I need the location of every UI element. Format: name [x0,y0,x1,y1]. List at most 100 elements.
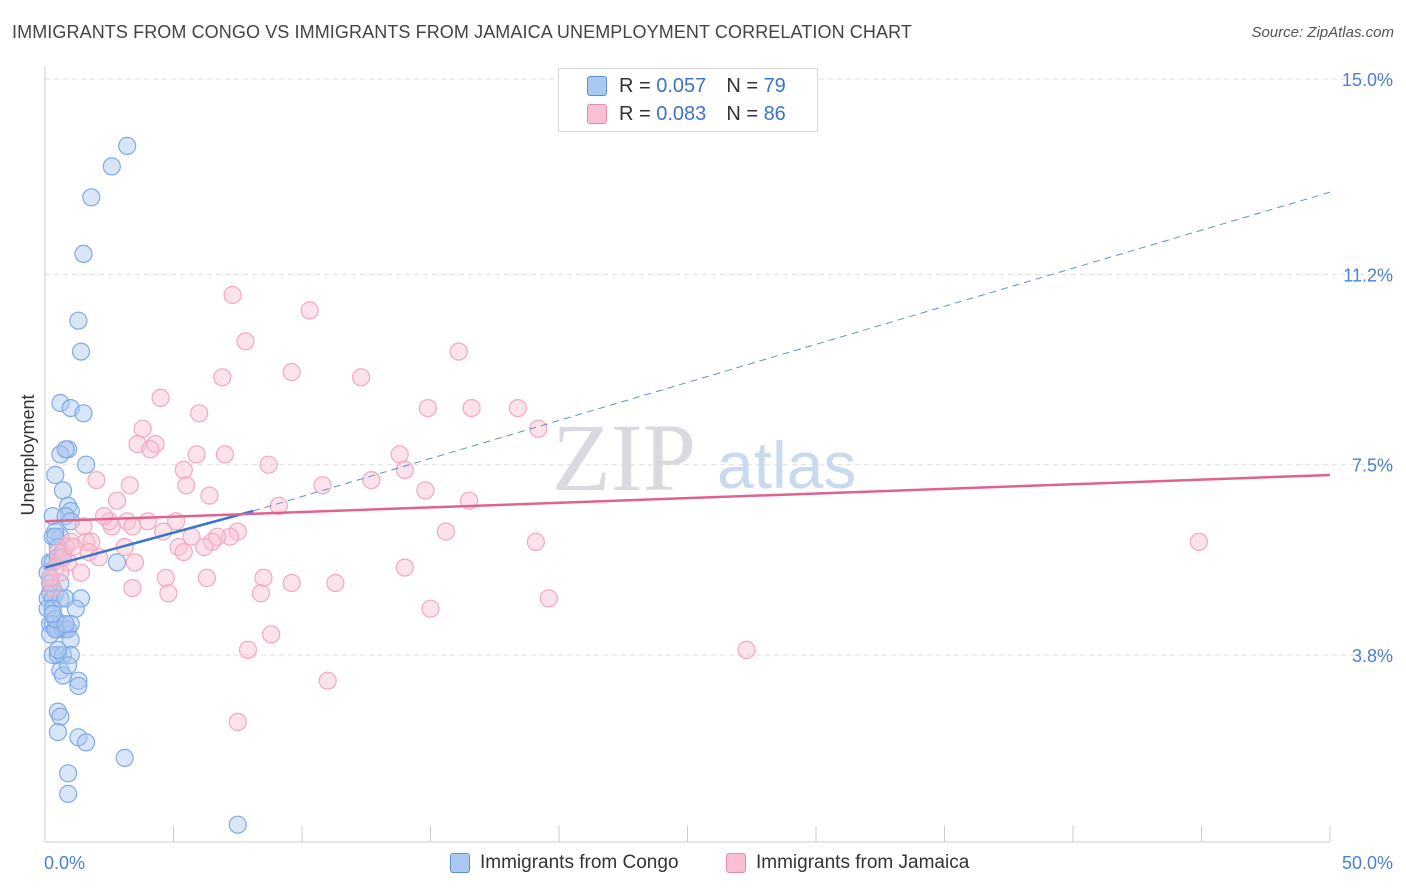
point-jamaica [141,440,160,459]
y-tick-label: 7.5% [1352,456,1393,476]
y-axis-label: Unemployment [18,394,38,515]
point-jamaica [1189,532,1209,552]
point-jamaica [40,568,60,588]
point-congo [43,589,62,608]
point-congo [48,640,68,660]
point-jamaica [508,399,528,418]
point-jamaica [169,537,188,557]
point-jamaica [313,476,332,495]
point-jamaica [156,568,175,588]
legend-swatch-congo [587,76,607,96]
point-jamaica [71,563,91,582]
point-congo [74,404,93,423]
y-tick-label: 11.2% [1343,265,1393,285]
point-congo [53,666,73,685]
tick-labels: 3.8% 7.5% 11.2% 15.0% 0.0% 50.0% [44,70,1393,873]
point-jamaica [220,527,240,546]
point-jamaica [418,399,437,418]
point-congo [53,481,73,500]
correlation-legend: R = 0.057 N = 79 R = 0.083 N = 86 [558,68,818,132]
point-congo [51,393,70,413]
legend-swatch-jamaica [587,104,607,124]
legend-n-label: N = [726,74,758,97]
point-jamaica [200,486,219,505]
legend-n-value-congo: 79 [763,74,786,97]
point-congo [58,784,78,804]
point-jamaica [146,435,165,454]
point-congo [118,136,137,155]
series-label-congo: Immigrants from Congo [480,852,679,873]
point-congo [48,702,68,721]
point-jamaica [174,542,193,562]
point-jamaica [213,368,232,387]
point-jamaica [107,491,127,510]
legend-r-label: R = [619,102,651,125]
point-jamaica [462,399,481,418]
point-congo [43,599,62,618]
point-jamaica [436,522,455,541]
point-jamaica [737,640,756,660]
point-congo [228,815,247,834]
point-congo [56,440,75,459]
point-jamaica [395,558,414,577]
point-congo [51,589,70,608]
point-jamaica [100,512,119,531]
point-congo [46,609,65,629]
point-jamaica [318,671,337,690]
point-congo [46,620,65,639]
point-congo [58,764,78,783]
point-congo [71,589,91,608]
point-jamaica [195,537,214,557]
legend-row-jamaica: R = 0.083 N = 86 [587,102,786,126]
point-jamaica [215,445,234,464]
point-congo [76,455,96,474]
point-jamaica [236,332,255,351]
legend-r-value-jamaica: 0.083 [656,102,707,125]
point-jamaica [159,584,178,603]
trend-lines [44,191,1331,569]
x-tick-label-min: 0.0% [44,853,85,873]
point-jamaica [539,589,558,608]
point-jamaica [228,712,247,732]
point-jamaica [74,517,93,536]
legend-r-label: R = [619,74,651,97]
point-congo [46,522,65,541]
point-jamaica [125,553,144,572]
y-tick-label: 3.8% [1352,646,1393,666]
series-legend-jamaica[interactable]: Immigrants from Jamaica [726,852,969,874]
point-jamaica [526,532,546,552]
point-jamaica [120,476,139,495]
point-jamaica [251,584,270,603]
point-jamaica [138,512,157,531]
point-congo [56,614,75,634]
point-jamaica [94,506,114,526]
point-congo [69,676,88,696]
point-jamaica [123,578,142,598]
legend-n-value-jamaica: 86 [763,102,786,125]
point-jamaica [174,460,193,479]
point-congo [48,548,68,567]
scatter-points [38,136,1209,834]
point-congo [102,157,121,176]
series-legend-congo[interactable]: Immigrants from Congo [450,852,679,874]
point-jamaica [238,640,258,660]
point-jamaica [187,445,206,464]
point-jamaica [64,537,83,557]
legend-n-label: N = [726,102,758,125]
point-jamaica [421,599,440,618]
point-jamaica [352,368,371,387]
legend-r-value-congo: 0.057 [656,74,707,97]
series-legend: Immigrants from Congo Immigrants from Ja… [0,852,1406,878]
point-congo [58,656,78,675]
point-jamaica [395,460,414,479]
legend-row-congo: R = 0.057 N = 79 [587,74,786,98]
point-jamaica [390,445,409,464]
series-swatch-jamaica [726,853,746,873]
point-jamaica [190,404,209,423]
point-congo [71,342,91,361]
point-congo [115,748,134,768]
point-jamaica [282,363,301,382]
point-jamaica [262,625,281,644]
axes [44,66,1331,843]
